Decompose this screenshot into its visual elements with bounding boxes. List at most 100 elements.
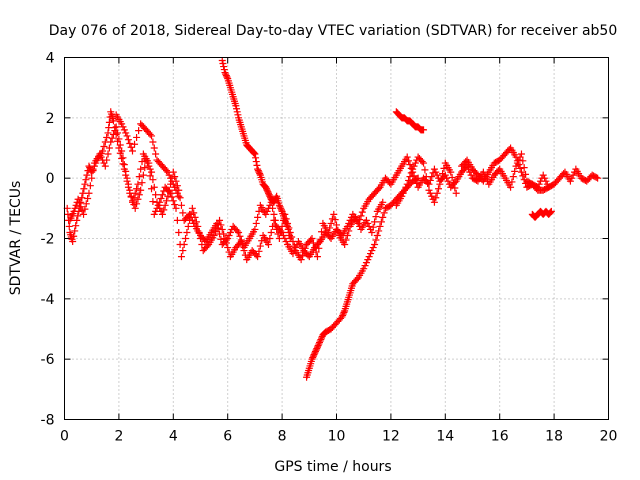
data-point: [83, 171, 91, 179]
data-point: [220, 63, 228, 71]
data-point: [218, 225, 226, 233]
data-point: [152, 207, 160, 215]
data-point: [364, 256, 372, 264]
data-point: [233, 108, 241, 116]
data-point: [250, 149, 258, 157]
data-point: [545, 183, 553, 191]
data-point: [133, 133, 141, 141]
series-track-f: [392, 108, 428, 134]
data-point: [426, 189, 434, 197]
data-point: [154, 201, 162, 209]
data-point: [235, 228, 243, 236]
data-point: [169, 197, 177, 205]
data-point: [167, 174, 175, 182]
data-point: [165, 171, 173, 179]
data-point: [164, 168, 172, 176]
data-point: [368, 247, 376, 255]
data-point: [179, 247, 187, 255]
data-point: [313, 343, 321, 351]
data-point: [343, 231, 351, 239]
data-point: [368, 228, 376, 236]
data-point: [519, 172, 527, 180]
data-point: [411, 159, 419, 167]
data-point: [197, 235, 204, 242]
data-point: [339, 311, 347, 319]
data-point: [338, 313, 346, 321]
data-point: [172, 186, 180, 194]
data-point: [80, 185, 88, 193]
data-point: [251, 150, 259, 158]
data-point: [254, 165, 262, 173]
data-point: [149, 176, 157, 184]
data-point: [168, 193, 176, 201]
data-point: [345, 227, 353, 235]
data-point: [569, 171, 577, 179]
data-point: [265, 191, 273, 199]
data-point: [138, 179, 146, 187]
data-point: [418, 158, 426, 166]
data-point: [422, 173, 430, 181]
data-point: [130, 194, 138, 202]
data-point: [313, 253, 321, 261]
data-point: [171, 183, 179, 191]
data-point: [377, 218, 385, 226]
data-point: [326, 224, 334, 232]
data-point: [263, 186, 271, 194]
data-point: [226, 228, 234, 236]
data-point: [153, 204, 161, 212]
data-point: [443, 174, 451, 182]
data-point: [105, 118, 113, 126]
data-point: [515, 161, 523, 169]
data-point: [138, 158, 146, 166]
data-point: [114, 129, 122, 137]
data-points: [63, 57, 602, 381]
data-point: [398, 192, 406, 200]
data-point: [179, 209, 187, 217]
data-point: [541, 174, 549, 182]
data-point: [402, 183, 410, 191]
data-point: [133, 200, 141, 208]
data-point: [420, 159, 428, 167]
data-point: [158, 191, 166, 199]
data-point: [167, 189, 175, 197]
data-point: [262, 185, 270, 193]
data-point: [403, 180, 411, 188]
data-point: [265, 241, 272, 249]
data-point: [216, 216, 224, 224]
data-point: [73, 216, 81, 224]
data-point: [118, 120, 126, 128]
data-point: [375, 185, 383, 193]
data-point: [547, 207, 555, 215]
data-point: [100, 142, 108, 150]
y-tick-label: 0: [46, 171, 55, 187]
data-point: [124, 180, 132, 188]
data-point: [112, 123, 120, 131]
data-point: [290, 242, 298, 250]
data-point: [433, 171, 441, 179]
data-point: [316, 337, 324, 345]
data-point: [163, 197, 170, 205]
data-point: [281, 216, 289, 224]
series-track-c: [112, 111, 183, 200]
data-point: [407, 169, 415, 177]
data-point: [133, 185, 141, 193]
data-point: [255, 168, 263, 176]
data-point: [88, 174, 96, 182]
data-point: [308, 355, 316, 363]
data-point: [148, 168, 156, 176]
data-point: [240, 247, 248, 255]
data-point: [72, 222, 80, 230]
data-point: [252, 219, 260, 227]
data-point: [203, 242, 211, 250]
data-point: [448, 173, 456, 181]
data-point: [182, 235, 190, 242]
data-point: [172, 204, 180, 212]
chart-title: Day 076 of 2018, Sidereal Day-to-day VTE…: [49, 23, 618, 39]
data-point: [314, 342, 322, 350]
data-point: [171, 173, 179, 181]
data-point: [308, 235, 316, 242]
data-point: [264, 188, 272, 196]
data-point: [369, 223, 377, 231]
data-point: [157, 195, 165, 203]
